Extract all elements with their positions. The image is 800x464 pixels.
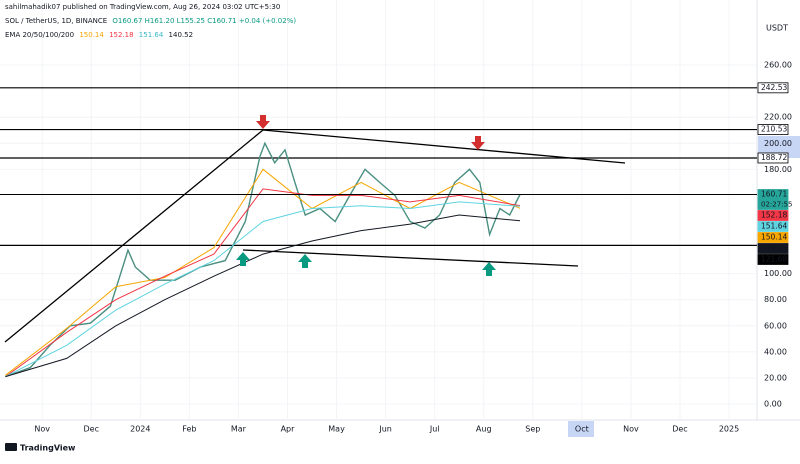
countdown: 02:27:55 xyxy=(761,200,792,208)
price-badge-label: 151.64 xyxy=(761,221,787,230)
y-tick-label: 60.00 xyxy=(764,321,787,330)
currency: USDT xyxy=(766,24,788,33)
x-tick-label: Aug xyxy=(476,425,492,434)
ema-line xyxy=(5,214,521,378)
price-badge xyxy=(757,124,789,135)
ema-value: 152.18 xyxy=(109,31,134,39)
trend-line xyxy=(262,129,626,164)
x-tick-label: Jul xyxy=(429,425,440,434)
trend-line xyxy=(4,129,264,343)
crosshair-price-highlight xyxy=(758,136,800,158)
price-badge-label: 242.53 xyxy=(761,83,787,92)
brand-name: TradingView xyxy=(20,444,76,453)
axes: 0.00 20.00 40.00 60.00 80.00 100.00 180.00 200.… xyxy=(34,61,792,434)
ema-line xyxy=(5,188,521,378)
x-tick-label: Oct xyxy=(575,425,589,434)
x-tick-label: Apr xyxy=(281,425,296,434)
price-badge xyxy=(757,243,789,254)
price-badge xyxy=(757,254,789,265)
y-tick-label: 200.00 xyxy=(764,139,792,148)
brand-logo xyxy=(5,443,17,451)
up-arrow xyxy=(482,262,496,276)
price-badge-label: 210.53 xyxy=(761,125,787,134)
y-tick-label: 0.00 xyxy=(764,400,782,409)
x-tick-label: Dec xyxy=(84,425,99,434)
arrows xyxy=(236,115,496,276)
x-tick-label: Jun xyxy=(378,425,392,434)
symbol: SOL / TetherUS, 1D, BINANCE xyxy=(5,17,107,25)
x-tick-label: Mar xyxy=(231,425,247,434)
x-tick-label: Nov xyxy=(34,425,50,434)
plot-area xyxy=(0,0,757,420)
price-line xyxy=(5,141,521,378)
brand: TradingView xyxy=(5,443,76,453)
price-badge-label: 188.72 xyxy=(761,153,787,162)
up-arrow xyxy=(298,254,312,268)
price-badge xyxy=(757,82,789,94)
ema-value: 150.14 xyxy=(79,31,104,39)
publisher: sahilmahadik07 published on TradingView.… xyxy=(5,3,280,11)
y-tick-label: 20.00 xyxy=(764,373,787,382)
price-badge-label: 150.14 xyxy=(761,232,787,241)
price-badge xyxy=(757,152,789,164)
symbol-line: SOL / TetherUS, 1D, BINANCE O160.67 H161… xyxy=(5,17,296,25)
ema-legend: EMA 20/50/100/200 150.14 152.18 151.64 1… xyxy=(5,31,193,39)
x-tick-label: 2024 xyxy=(130,425,150,434)
price-badge-label: 152.18 xyxy=(761,210,787,219)
down-arrow xyxy=(256,115,270,129)
y-tick-label: 40.00 xyxy=(764,347,787,356)
y-tick-label: 260.00 xyxy=(764,61,792,70)
x-tick-label: Sep xyxy=(525,425,540,434)
x-tick-label: Dec xyxy=(672,425,687,434)
ema-line xyxy=(5,201,521,378)
trend-line xyxy=(242,249,579,267)
x-tick-label: May xyxy=(328,425,345,434)
price-badge-label: 160.71 xyxy=(761,189,787,198)
up-arrow xyxy=(236,252,250,266)
price-badge xyxy=(757,189,789,210)
price-badge xyxy=(757,221,789,232)
price-badge xyxy=(757,232,789,243)
price-badge xyxy=(757,210,789,221)
y-tick-label: 100.00 xyxy=(764,269,792,278)
price-badge-label: 121.68 xyxy=(761,254,787,263)
annotations xyxy=(4,129,626,343)
crosshair-time-highlight xyxy=(568,421,594,437)
down-arrow xyxy=(471,136,485,150)
x-tick-label: 2025 xyxy=(719,425,739,434)
ema-value: 140.52 xyxy=(169,31,194,39)
price-badge-label: 140.52 xyxy=(761,243,787,252)
y-tick-label: 80.00 xyxy=(764,295,787,304)
ema-value: 151.64 xyxy=(139,31,164,39)
x-tick-label: Feb xyxy=(182,425,196,434)
price-badges: 242.53 210.53 188.72 160.71 02:27:55 152.18 15… xyxy=(757,82,792,265)
ohlc: O160.67 H161.20 L155.25 C160.71 +0.04 (+… xyxy=(112,17,296,25)
x-tick-label: Nov xyxy=(623,425,639,434)
ema-label: EMA 20/50/100/200 xyxy=(5,31,74,39)
y-tick-label: 180.00 xyxy=(764,165,792,174)
y-tick-label: 220.00 xyxy=(764,113,792,122)
